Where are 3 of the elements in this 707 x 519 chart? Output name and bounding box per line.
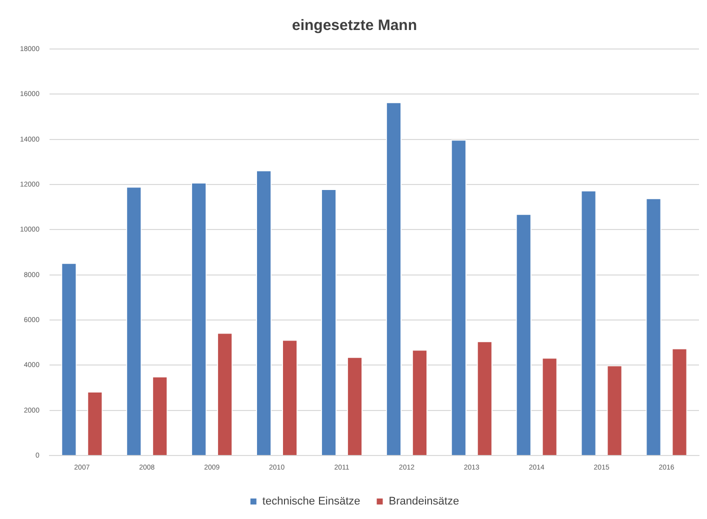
legend-label: technische Einsätze [262,496,360,508]
legend-label: Brandeinsätze [388,496,460,508]
chart-title: eingesetzte Mann [292,17,418,34]
